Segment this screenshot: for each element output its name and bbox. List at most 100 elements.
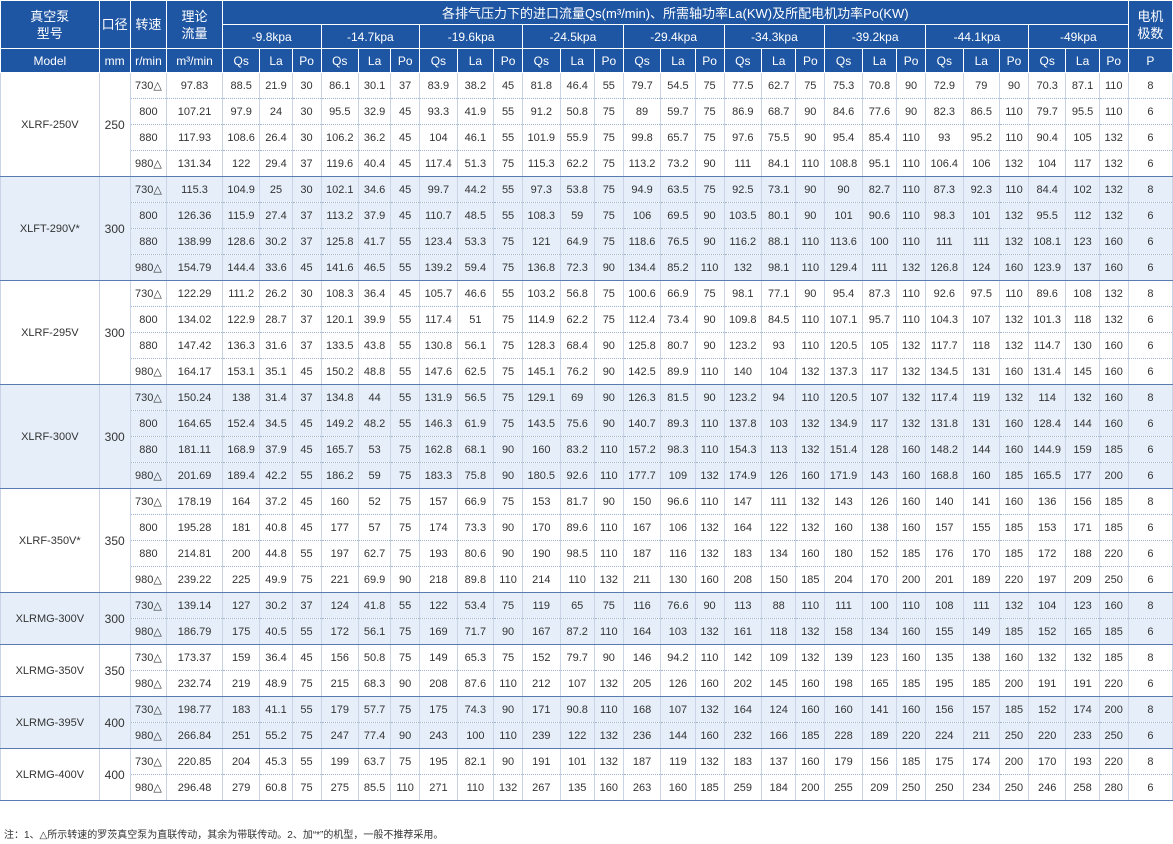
value-cell: 104 (761, 358, 797, 385)
value-cell: 62.2 (559, 306, 595, 333)
value-cell: 30.1 (358, 72, 392, 99)
value-cell: 90 (795, 98, 826, 125)
poles-cell: 6 (1127, 774, 1173, 801)
value-cell: 170 (962, 540, 1001, 567)
table-row: 980△ 296.48 279 60.8 75 275 85.5 110 271 110 132 26… (1, 774, 1173, 801)
theory-flow-cell: 296.48 (166, 774, 223, 801)
value-cell: 104.9 (221, 176, 261, 203)
value-cell: 131.4 (1027, 358, 1067, 385)
value-cell: 75 (291, 722, 322, 749)
value-cell: 101.3 (1027, 306, 1067, 333)
value-cell: 45 (291, 358, 322, 385)
value-cell: 168.9 (221, 436, 261, 463)
value-cell: 75 (291, 670, 322, 697)
value-cell: 220 (1027, 722, 1067, 749)
value-cell: 111.2 (221, 280, 261, 307)
value-cell: 55 (390, 358, 421, 385)
sub-col-header-la: La (559, 48, 595, 73)
value-cell: 131 (962, 410, 1001, 437)
poles-header: 电机 极数 (1127, 0, 1173, 49)
speed-cell: 880 (129, 436, 168, 463)
value-cell: 97.3 (522, 176, 561, 203)
value-cell: 208 (419, 670, 458, 697)
value-cell: 172 (320, 618, 360, 645)
value-cell: 73.1 (761, 176, 797, 203)
value-cell: 49.9 (259, 566, 293, 593)
value-cell: 55 (390, 410, 421, 437)
value-cell: 209 (1065, 566, 1100, 593)
value-cell: 124 (962, 254, 1001, 281)
value-cell: 36.2 (358, 124, 392, 151)
value-cell: 208 (723, 566, 763, 593)
value-cell: 132 (1065, 644, 1100, 671)
value-cell: 132 (795, 410, 826, 437)
theory-flow-cell: 186.79 (166, 618, 223, 645)
value-cell: 127 (221, 592, 261, 619)
value-cell: 140 (925, 488, 964, 515)
value-cell: 144.4 (221, 254, 261, 281)
table-row: 880 117.93 108.6 26.4 30 106.2 36.2 45 104 46.1 55… (1, 124, 1173, 151)
value-cell: 185 (896, 670, 927, 697)
value-cell: 160 (896, 644, 927, 671)
value-cell: 153.1 (221, 358, 261, 385)
poles-cell: 6 (1127, 722, 1173, 749)
value-cell: 119 (660, 748, 696, 775)
value-cell: 108.6 (221, 124, 261, 151)
value-cell: 108.3 (522, 202, 561, 229)
value-cell: 59.4 (456, 254, 495, 281)
value-cell: 129.1 (522, 384, 561, 411)
value-cell: 143 (861, 462, 898, 489)
value-cell: 171 (1065, 514, 1100, 541)
value-cell: 118 (761, 618, 797, 645)
model-header-line1: 真空泵 (30, 8, 70, 24)
value-cell: 114 (1027, 384, 1067, 411)
bore-cell: 400 (98, 748, 131, 801)
value-cell: 250 (1098, 722, 1129, 749)
value-cell: 57 (358, 514, 392, 541)
value-cell: 221 (320, 566, 360, 593)
pressure-header: -19.6kpa (419, 24, 524, 49)
value-cell: 55 (291, 748, 322, 775)
value-cell: 76.5 (660, 228, 696, 255)
value-cell: 25 (259, 176, 293, 203)
value-cell: 134 (761, 540, 797, 567)
value-cell: 113.2 (622, 150, 662, 177)
value-cell: 134 (861, 618, 898, 645)
value-cell: 108.1 (1027, 228, 1067, 255)
bore-cell: 300 (98, 592, 131, 645)
value-cell: 75 (390, 618, 421, 645)
value-cell: 110 (593, 462, 624, 489)
value-cell: 155 (962, 514, 1001, 541)
value-cell: 55 (291, 462, 322, 489)
value-cell: 87.3 (861, 280, 898, 307)
value-cell: 121 (522, 228, 561, 255)
value-cell: 113.6 (824, 228, 863, 255)
value-cell: 132 (795, 358, 826, 385)
value-cell: 48.2 (358, 410, 392, 437)
value-cell: 153 (1027, 514, 1067, 541)
value-cell: 123.4 (419, 228, 458, 255)
value-cell: 98.3 (660, 436, 696, 463)
value-cell: 145 (761, 670, 797, 697)
sub-col-header-po: Po (291, 48, 322, 73)
value-cell: 185 (1098, 644, 1129, 671)
value-cell: 142 (723, 644, 763, 671)
value-cell: 55 (291, 696, 322, 723)
value-cell: 126 (660, 670, 696, 697)
value-cell: 55 (291, 618, 322, 645)
poles-cell: 8 (1127, 72, 1173, 99)
value-cell: 75 (795, 72, 826, 99)
value-cell: 80.7 (660, 332, 696, 359)
model-header-en: Model (0, 48, 100, 73)
value-cell: 233 (1065, 722, 1100, 749)
theory-flow-cell: 214.81 (166, 540, 223, 567)
value-cell: 129.4 (824, 254, 863, 281)
value-cell: 107.1 (824, 306, 863, 333)
poles-cell: 8 (1127, 748, 1173, 775)
value-cell: 199 (320, 748, 360, 775)
value-cell: 69.5 (660, 202, 696, 229)
value-cell: 110 (1098, 98, 1129, 125)
value-cell: 75 (493, 332, 524, 359)
value-cell: 135 (559, 774, 595, 801)
table-row: 880 214.81 200 44.8 55 197 62.7 75 193 80.6 90 190 9… (1, 540, 1173, 567)
